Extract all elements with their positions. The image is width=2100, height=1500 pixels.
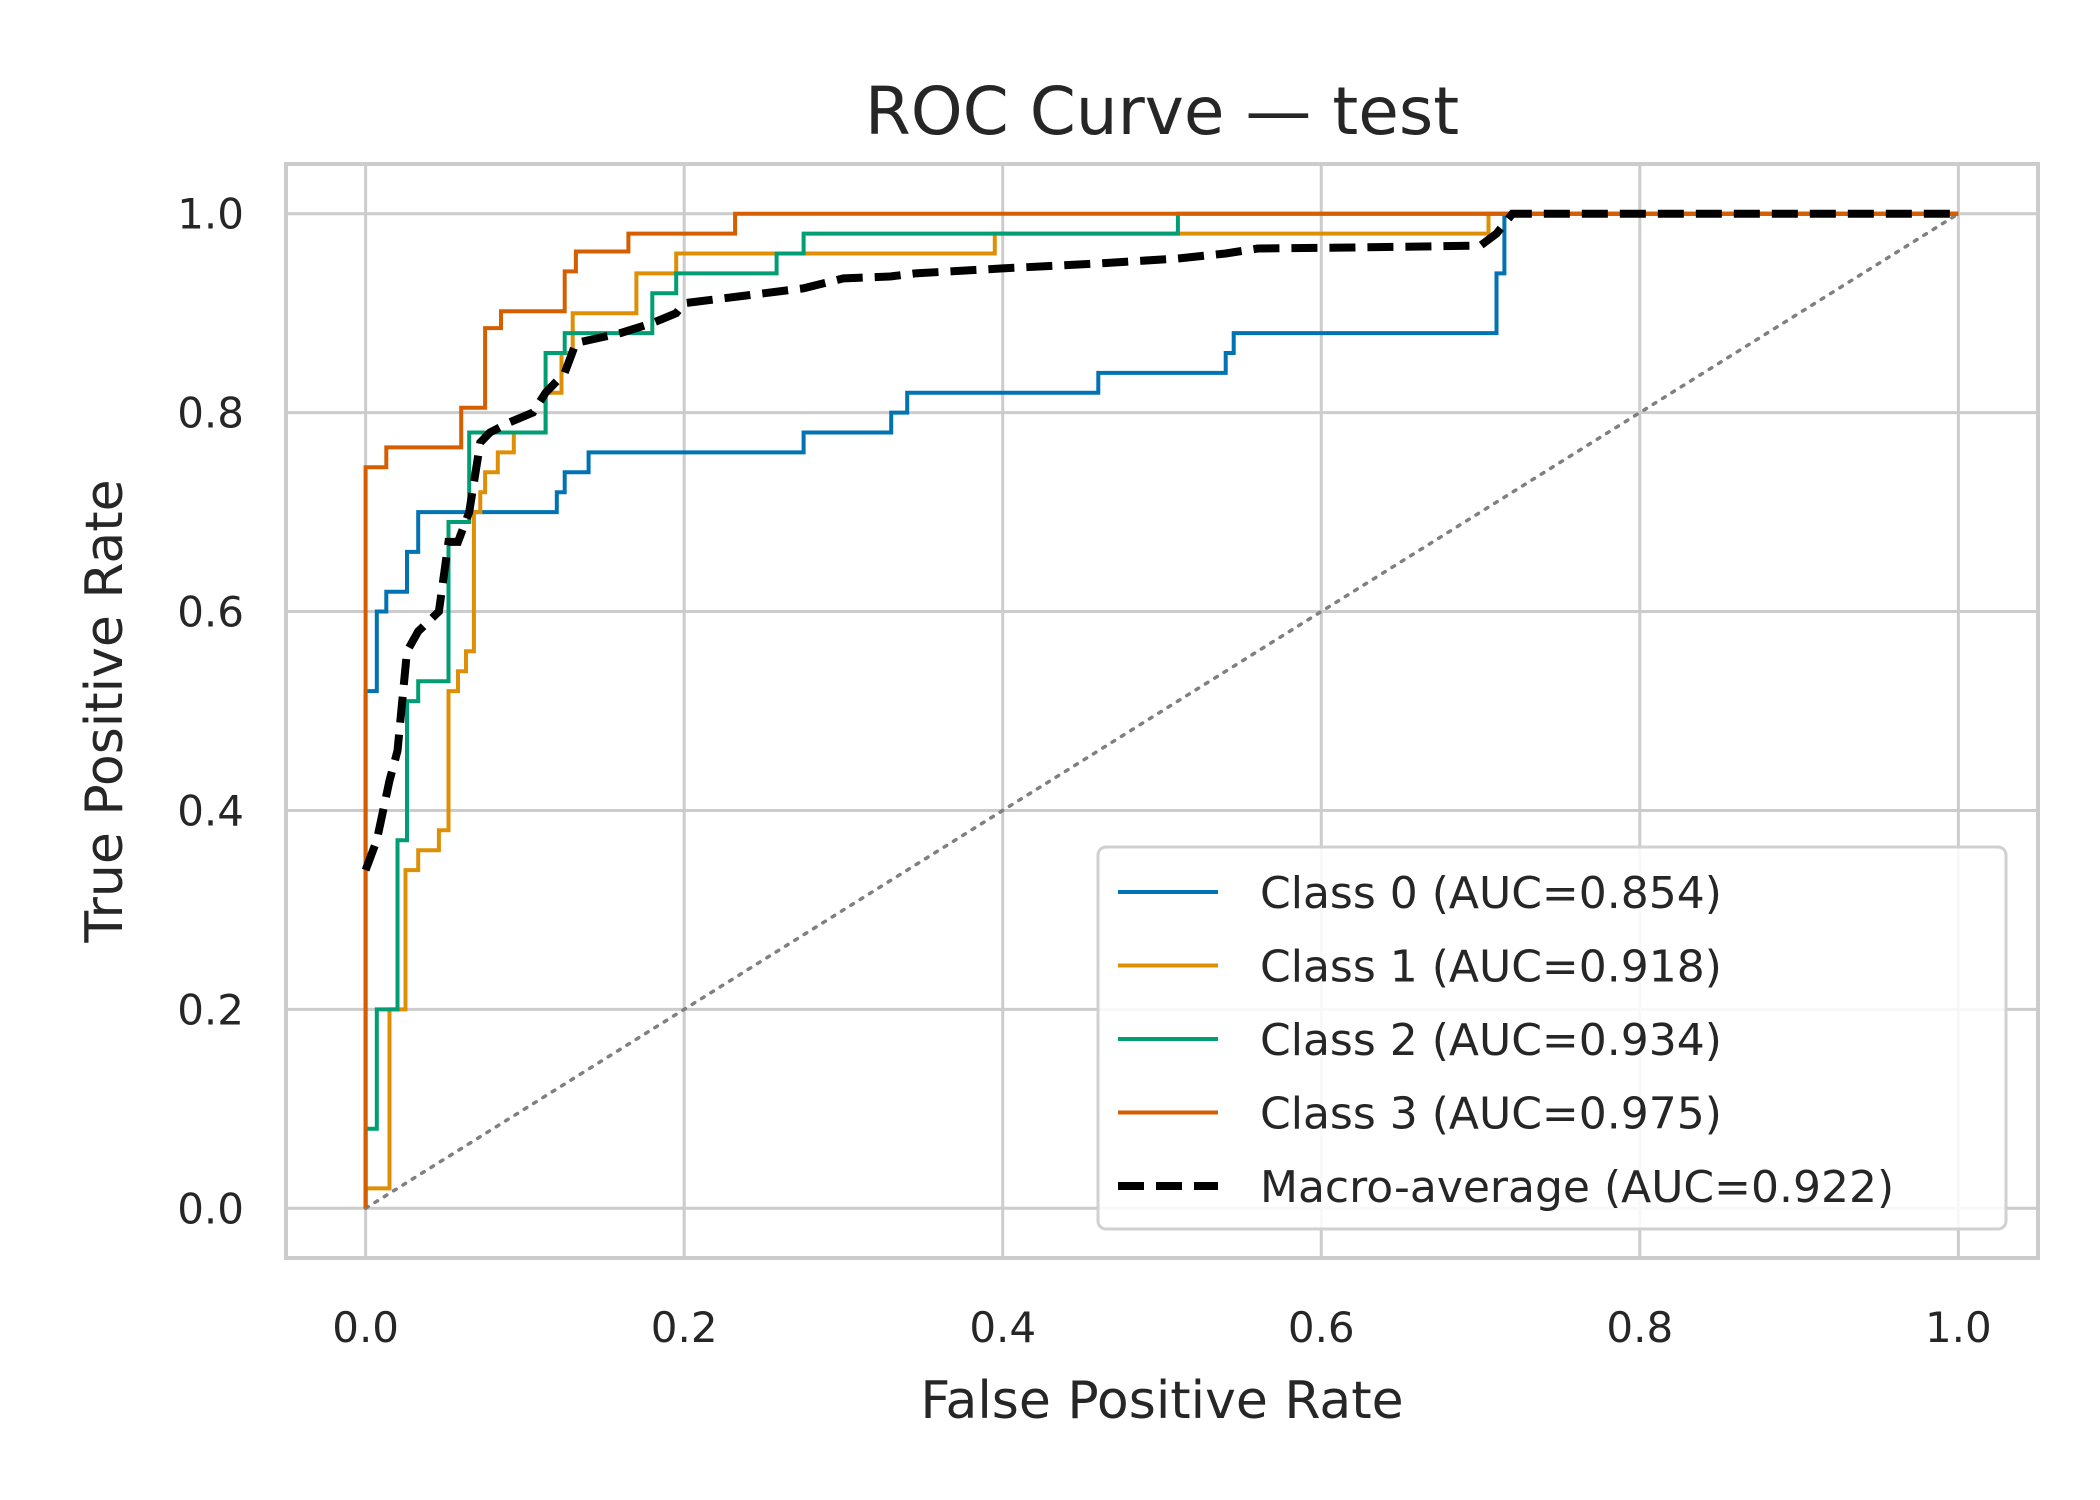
y-tick-label: 0.0 — [177, 1184, 244, 1233]
y-tick-label: 0.4 — [177, 786, 244, 835]
x-tick-label: 0.0 — [332, 1303, 399, 1352]
x-tick-label: 0.8 — [1606, 1303, 1673, 1352]
x-tick-label: 0.2 — [651, 1303, 718, 1352]
legend: Class 0 (AUC=0.854) Class 1 (AUC=0.918) Cl… — [1096, 845, 2008, 1231]
series-layer — [361, 209, 1961, 1211]
chance-line — [363, 211, 1961, 1211]
chart-title: ROC Curve — test — [865, 73, 1459, 150]
y-tick-label: 0.6 — [177, 588, 244, 637]
class-1-roc-line — [363, 211, 1959, 1209]
x-tick-labels: 0.0 0.2 0.4 0.6 0.8 1.0 — [332, 1303, 1992, 1352]
y-tick-label: 1.0 — [177, 190, 244, 239]
x-tick-label: 0.4 — [969, 1303, 1036, 1352]
y-tick-label: 0.8 — [177, 389, 244, 438]
y-axis-label: True Positive Rate — [75, 479, 135, 943]
y-tick-label: 0.2 — [177, 985, 244, 1034]
x-axis-label: False Positive Rate — [920, 1371, 1403, 1431]
class-0-roc-line — [363, 211, 1959, 1209]
legend-label: Class 1 (AUC=0.918) — [1260, 942, 1722, 993]
y-tick-labels: 0.0 0.2 0.4 0.6 0.8 1.0 — [177, 190, 244, 1234]
macro-average-line — [361, 209, 1959, 872]
class-2-roc-line — [363, 211, 1959, 1209]
x-tick-label: 1.0 — [1925, 1303, 1992, 1352]
x-tick-label: 0.6 — [1288, 1303, 1355, 1352]
legend-label: Class 2 (AUC=0.934) — [1260, 1015, 1722, 1066]
grid-lines — [286, 164, 2038, 1258]
legend-label: Class 3 (AUC=0.975) — [1260, 1089, 1722, 1140]
legend-label: Class 0 (AUC=0.854) — [1260, 868, 1722, 919]
legend-label: Macro-average (AUC=0.922) — [1260, 1162, 1894, 1213]
class-3-roc-line — [363, 211, 1959, 1209]
legend-frame — [1096, 845, 2008, 1231]
plot-area-frame — [284, 162, 2040, 1260]
